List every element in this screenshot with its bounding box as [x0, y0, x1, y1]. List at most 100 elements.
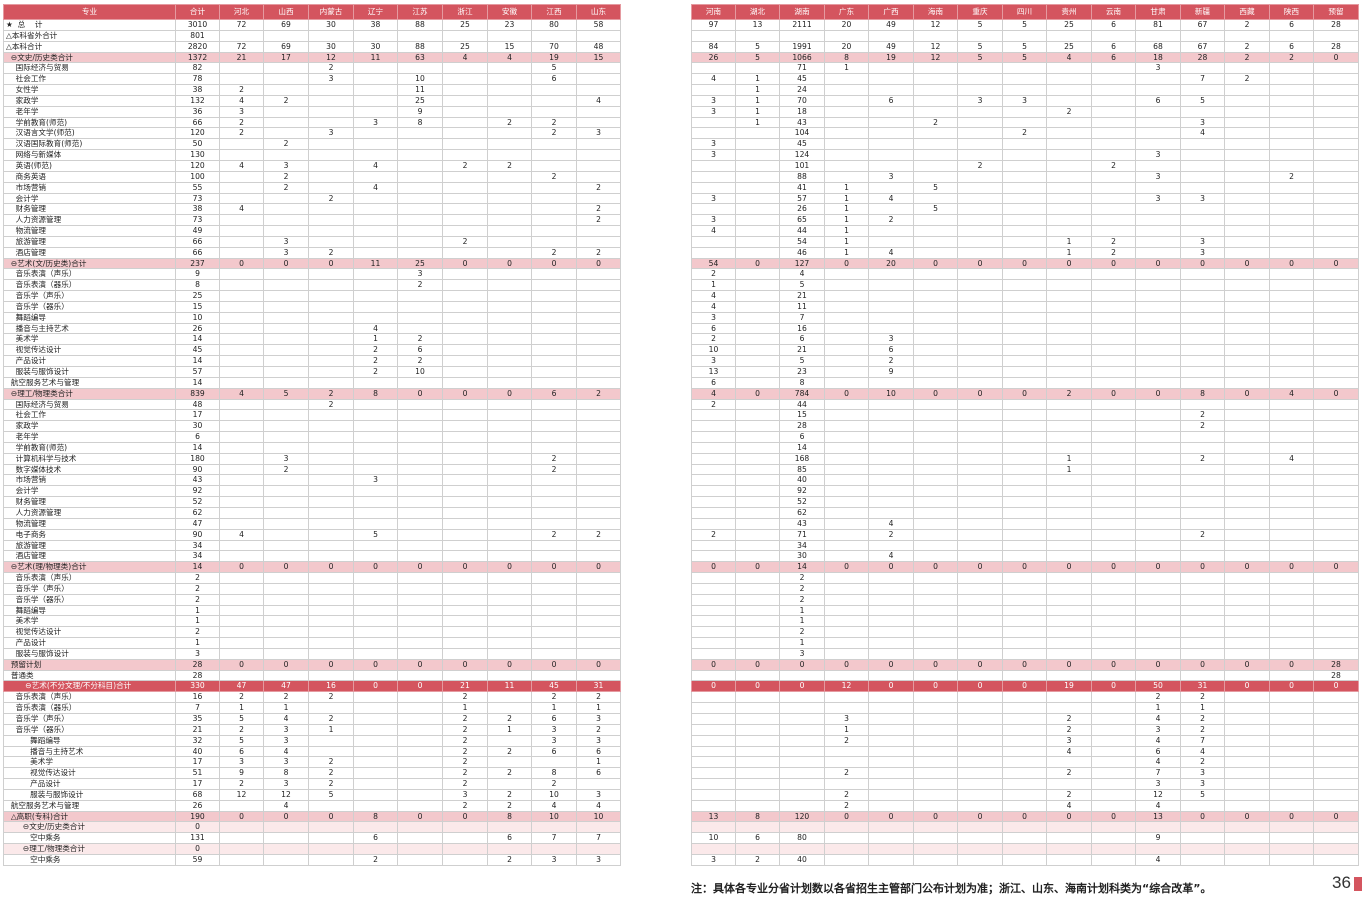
- major-name-cell: △本科省外合计: [3, 29, 176, 42]
- count-cell: [531, 290, 577, 302]
- count-cell: 2: [1180, 691, 1225, 704]
- count-cell: 10: [691, 832, 736, 845]
- count-cell: [1224, 398, 1270, 411]
- count-cell: [868, 582, 914, 595]
- count-cell: 0: [1135, 658, 1181, 671]
- count-cell: [487, 615, 532, 628]
- count-cell: 0: [263, 658, 309, 671]
- count-cell: [824, 398, 869, 411]
- count-cell: 71: [779, 528, 825, 541]
- count-cell: 69: [263, 19, 309, 31]
- count-cell: [824, 355, 869, 367]
- count-cell: [442, 647, 488, 660]
- count-cell: [308, 593, 354, 606]
- count-cell: 2: [824, 734, 869, 747]
- count-cell: [1269, 778, 1314, 790]
- count-cell: [1046, 626, 1092, 639]
- count-cell: [397, 409, 443, 422]
- count-cell: [1180, 138, 1225, 151]
- count-cell: 6: [691, 322, 736, 335]
- count-cell: 34: [779, 539, 825, 552]
- count-cell: [1002, 474, 1047, 487]
- count-cell: 1: [175, 637, 220, 649]
- count-cell: [531, 181, 577, 194]
- count-cell: [913, 84, 958, 96]
- count-cell: [1046, 355, 1092, 367]
- count-cell: [824, 745, 869, 758]
- table-row: 40: [691, 474, 1359, 487]
- count-cell: [824, 29, 869, 42]
- count-cell: [442, 268, 488, 281]
- count-cell: 100: [175, 170, 220, 183]
- count-cell: [957, 496, 1003, 508]
- count-cell: [957, 799, 1003, 812]
- count-cell: [957, 452, 1003, 465]
- count-cell: 0: [735, 257, 780, 270]
- count-cell: 2: [353, 853, 398, 866]
- count-cell: [531, 192, 577, 205]
- count-cell: [353, 506, 398, 519]
- count-cell: [576, 116, 621, 129]
- count-cell: [219, 637, 264, 649]
- count-cell: 45: [779, 138, 825, 151]
- count-cell: [219, 420, 264, 433]
- count-cell: 13: [691, 366, 736, 378]
- count-cell: [263, 344, 309, 357]
- count-cell: [397, 420, 443, 433]
- count-cell: 4: [1269, 452, 1314, 465]
- count-cell: [957, 604, 1003, 617]
- count-cell: [397, 669, 443, 682]
- count-cell: [824, 517, 869, 530]
- count-cell: [824, 138, 869, 151]
- count-cell: 0: [1002, 810, 1047, 823]
- count-cell: [263, 409, 309, 422]
- count-cell: [735, 550, 780, 563]
- count-cell: 57: [175, 366, 220, 378]
- table-row: 4 21: [691, 290, 1359, 302]
- count-cell: [1224, 279, 1270, 292]
- column-header: 重庆: [957, 4, 1003, 20]
- count-cell: [1224, 105, 1270, 118]
- count-cell: 2: [487, 853, 532, 866]
- major-name-cell: 服装与服饰设计: [3, 647, 176, 660]
- count-cell: [824, 506, 869, 519]
- count-cell: 30: [779, 550, 825, 563]
- count-cell: 16: [308, 680, 354, 693]
- count-cell: 21: [442, 680, 488, 693]
- count-cell: [1224, 29, 1270, 42]
- count-cell: [735, 539, 780, 552]
- count-cell: [1135, 235, 1181, 248]
- count-cell: [1002, 441, 1047, 454]
- count-cell: [1135, 311, 1181, 324]
- count-cell: [1046, 290, 1092, 302]
- count-cell: [1313, 441, 1359, 454]
- count-cell: [1224, 593, 1270, 606]
- count-cell: [308, 333, 354, 346]
- table-row: [691, 821, 1359, 834]
- count-cell: [1002, 366, 1047, 378]
- count-cell: 0: [957, 387, 1003, 400]
- count-cell: [913, 398, 958, 411]
- count-cell: 2: [531, 691, 577, 704]
- count-cell: [576, 62, 621, 75]
- count-cell: [219, 214, 264, 227]
- table-row: 产品设计 1: [3, 637, 621, 649]
- count-cell: [1135, 105, 1181, 118]
- count-cell: 0: [824, 561, 869, 574]
- count-cell: 2: [219, 84, 264, 96]
- major-name-cell: 视觉传达设计: [3, 626, 176, 639]
- count-cell: 1372: [175, 51, 220, 64]
- count-cell: [353, 149, 398, 161]
- page-corner-mark: [1354, 877, 1362, 891]
- count-cell: [735, 691, 780, 704]
- count-cell: [1180, 637, 1225, 649]
- count-cell: [1224, 745, 1270, 758]
- major-name-cell: 财务管理: [3, 203, 176, 216]
- count-cell: 5: [219, 734, 264, 747]
- count-cell: [868, 84, 914, 96]
- count-cell: [576, 73, 621, 86]
- count-cell: [957, 235, 1003, 248]
- count-cell: [957, 214, 1003, 227]
- count-cell: [735, 300, 780, 313]
- major-name-cell: 市场营销: [3, 474, 176, 487]
